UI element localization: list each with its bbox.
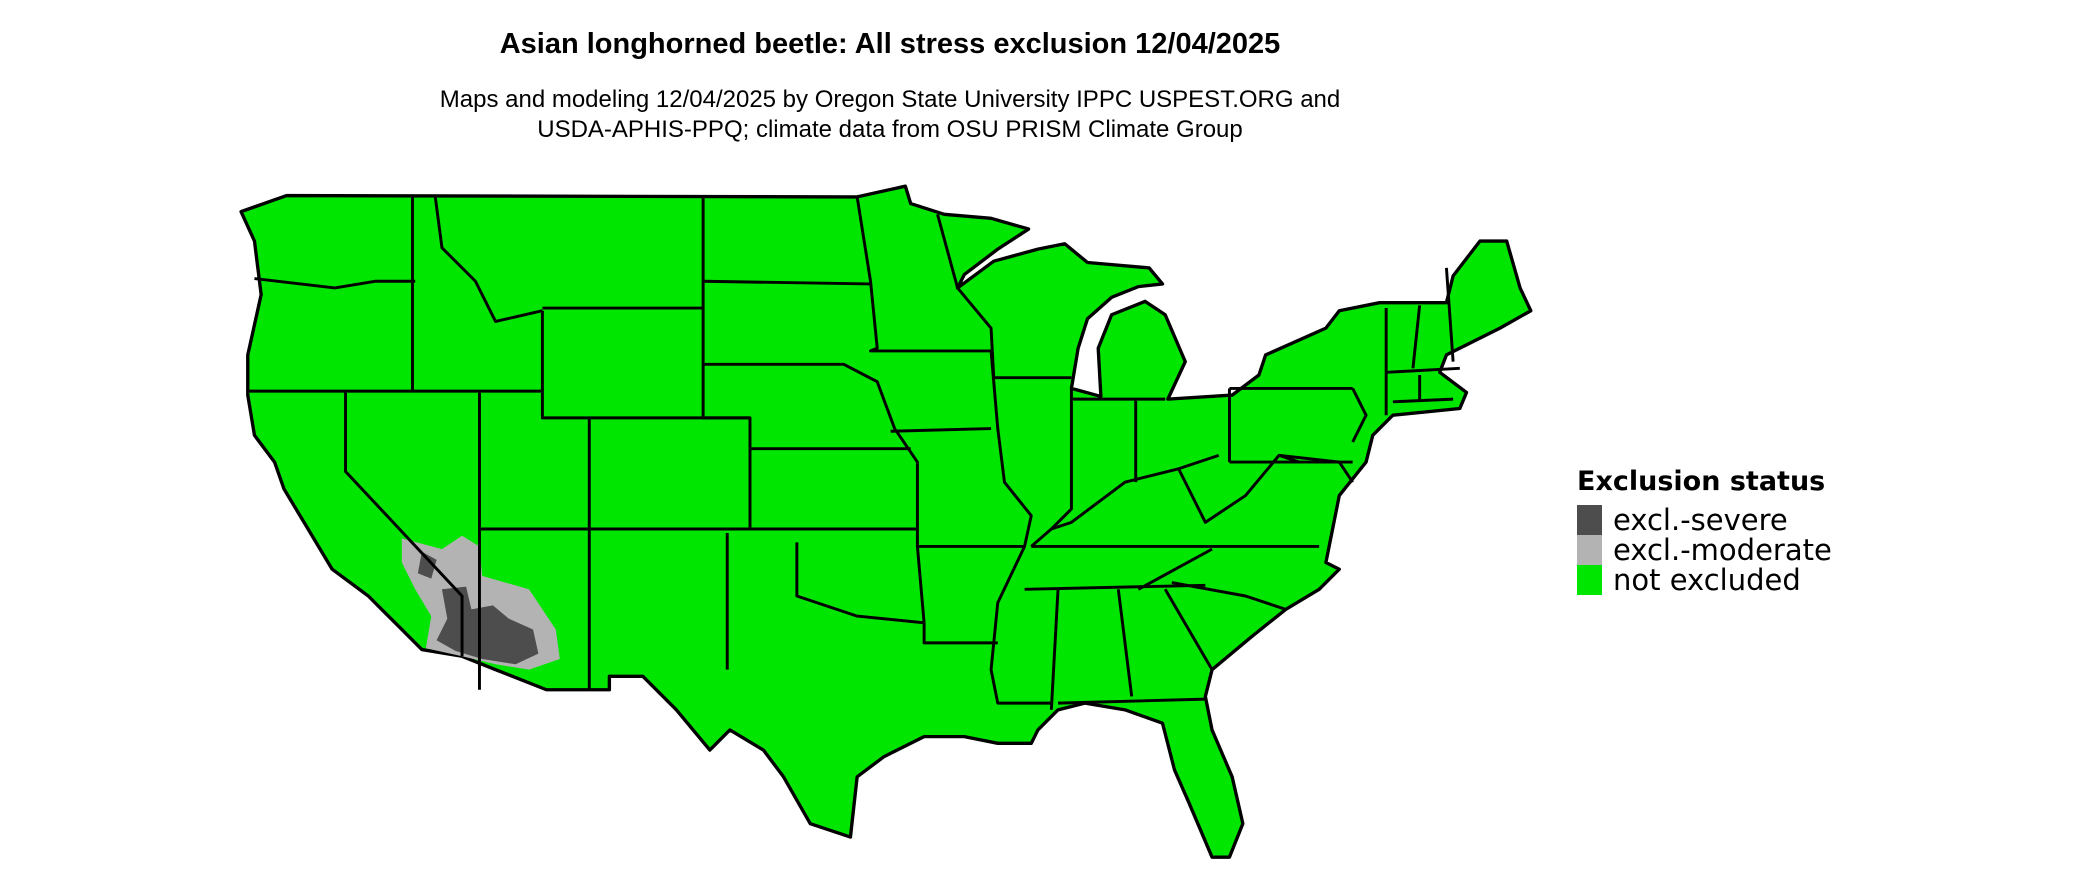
map-subtitle-line-2: USDA-APHIS-PPQ; climate data from OSU PR… [537, 116, 1243, 143]
legend-label: not excluded [1613, 563, 1801, 597]
legend-item-severe: excl.-severe [1577, 505, 1832, 535]
legend-label: excl.-moderate [1613, 533, 1832, 567]
us-land-not-excluded [239, 184, 1533, 859]
legend-title: Exclusion status [1577, 466, 1826, 497]
legend: Exclusion status excl.-severe excl.-mode… [1577, 466, 1832, 595]
legend-item-not-excluded: not excluded [1577, 565, 1832, 595]
legend-item-moderate: excl.-moderate [1577, 535, 1832, 565]
legend-swatch-severe [1577, 505, 1602, 535]
state-borders [247, 196, 1460, 710]
map-title: Asian longhorned beetle: All stress excl… [499, 28, 1281, 60]
legend-swatch-not-excluded [1577, 565, 1602, 595]
map-subtitle-line-1: Maps and modeling 12/04/2025 by Oregon S… [439, 86, 1341, 113]
legend-swatch-moderate [1577, 535, 1602, 565]
legend-label: excl.-severe [1613, 503, 1788, 537]
